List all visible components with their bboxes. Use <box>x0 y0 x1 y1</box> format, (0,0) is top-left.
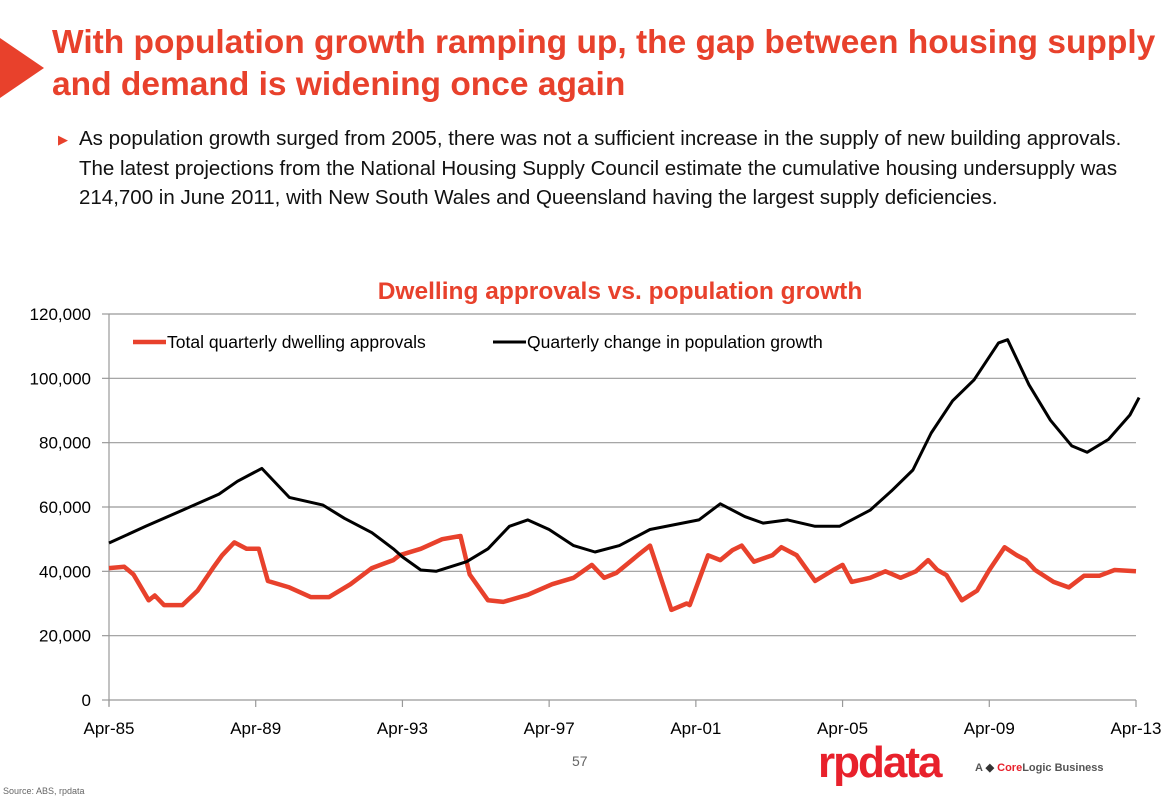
rpdata-logo: rpdata <box>818 738 942 787</box>
corelogic-diamond-icon: ◆ <box>985 762 995 774</box>
series-line-dwelling-approvals <box>108 533 1137 613</box>
series-line-population-growth <box>108 338 1141 573</box>
y-tick-label: 40,000 <box>39 562 91 581</box>
y-tick-label: 100,000 <box>30 369 91 388</box>
bullet-text: As population growth surged from 2005, t… <box>79 127 1122 209</box>
page-number: 57 <box>572 753 588 769</box>
x-tick-label: Apr-85 <box>83 719 134 738</box>
y-tick-label: 20,000 <box>39 627 91 646</box>
x-tick-label: Apr-01 <box>670 719 721 738</box>
corelogic-tagline: A ◆ CoreLogic Business <box>975 761 1104 774</box>
legend-label: Total quarterly dwelling approvals <box>167 332 426 352</box>
tagline-core: Core <box>997 762 1023 774</box>
tagline-a: A <box>975 762 983 774</box>
chart-title: Dwelling approvals vs. population growth <box>377 278 863 305</box>
tagline-logic: Logic <box>1022 762 1052 774</box>
x-tick-label: Apr-89 <box>230 719 281 738</box>
bullet-point: ▶ As population growth surged from 2005,… <box>58 124 1158 213</box>
y-tick-label: 0 <box>82 691 91 710</box>
x-tick-label: Apr-09 <box>964 719 1015 738</box>
bullet-triangle-icon: ▶ <box>58 132 68 147</box>
legend-label: Quarterly change in population growth <box>527 332 823 352</box>
x-tick-label: Apr-05 <box>817 719 868 738</box>
y-tick-label: 60,000 <box>39 498 91 517</box>
slide-title: With population growth ramping up, the g… <box>52 24 1156 103</box>
y-tick-label: 80,000 <box>39 434 91 453</box>
source-note: Source: ABS, rpdata <box>3 786 85 796</box>
slide-marker-triangle <box>0 38 44 98</box>
x-tick-label: Apr-97 <box>524 719 575 738</box>
y-tick-label: 120,000 <box>30 305 91 324</box>
x-tick-label: Apr-13 <box>1110 719 1161 738</box>
tagline-business: Business <box>1054 762 1104 774</box>
x-tick-label: Apr-93 <box>377 719 428 738</box>
